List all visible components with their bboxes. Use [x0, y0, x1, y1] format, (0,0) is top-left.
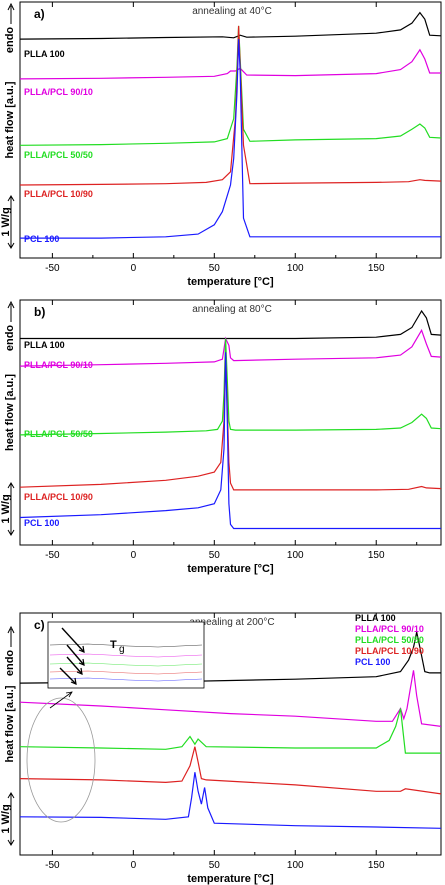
- inset-curve: [49, 643, 203, 648]
- series-label: PLLA 100: [355, 613, 396, 623]
- series-line-plla-pcl-90-10: [20, 48, 441, 80]
- series-line-pcl-100: [20, 39, 441, 239]
- x-tick-label: 100: [287, 860, 304, 871]
- series-line-plla-pcl-50-50: [20, 25, 441, 146]
- tg-arrow-head: [76, 667, 83, 675]
- scale-bar-head-bottom: [7, 529, 15, 536]
- endo-label: endo: [4, 325, 16, 352]
- plot-frame: [19, 612, 442, 856]
- x-tick-label: 0: [131, 263, 137, 274]
- inset-pointer-head: [65, 691, 73, 698]
- x-tick-label: 50: [209, 550, 221, 561]
- x-axis-label: temperature [°C]: [187, 873, 274, 885]
- inset-tg-subscript: g: [119, 644, 125, 655]
- panel-label: a): [34, 7, 45, 21]
- scale-bar-head-top: [7, 195, 15, 202]
- x-tick-label: 50: [209, 860, 221, 871]
- x-tick-label: 0: [131, 550, 137, 561]
- series-line-plla-100: [20, 309, 441, 340]
- panel-title: annealing at 40°C: [192, 6, 272, 17]
- scale-bar-head-bottom: [7, 242, 15, 249]
- x-tick-label: 150: [368, 263, 385, 274]
- scale-label: 1 W/g: [0, 494, 12, 523]
- scale-label: 1 W/g: [0, 207, 12, 236]
- tg-region-ellipse: [26, 697, 96, 823]
- x-tick-label: 50: [209, 263, 221, 274]
- series-label: PLLA 100: [24, 340, 65, 350]
- x-tick-label: 100: [287, 550, 304, 561]
- endo-arrow-head: [7, 2, 15, 11]
- series-label: PLLA 100: [24, 49, 65, 59]
- scale-bar-head-bottom: [7, 839, 15, 846]
- series-line-plla-pcl-10-90: [20, 352, 441, 491]
- x-tick-label: 100: [287, 263, 304, 274]
- panel-title: annealing at 80°C: [192, 304, 272, 315]
- series-label: PCL 100: [24, 234, 59, 244]
- series-label: PCL 100: [355, 657, 390, 667]
- x-axis-label: temperature [°C]: [187, 276, 274, 288]
- series-label: PLLA/PCL 10/90: [24, 492, 93, 502]
- series-label: PLLA/PCL 50/50: [355, 635, 424, 645]
- panel-2: -50 0 50 100 150 temperature [°C] heat flow [a…: [0, 299, 442, 575]
- scale-bar-head-top: [7, 792, 15, 799]
- series-label: PLLA/PCL 90/10: [355, 624, 424, 634]
- x-tick-label: 150: [368, 860, 385, 871]
- panel-label: b): [34, 305, 45, 319]
- tg-arrow-head: [78, 658, 85, 666]
- x-axis-label: temperature [°C]: [187, 563, 274, 575]
- y-axis-label: heat flow [a.u.]: [4, 685, 16, 762]
- tg-arrow: [59, 667, 77, 685]
- series-line-plla-pcl-90-10: [20, 328, 441, 367]
- tg-arrow: [66, 656, 83, 675]
- panel-3: -50 0 50 100 150 temperature [°C] heat flow [a…: [0, 612, 442, 885]
- endo-label: endo: [4, 650, 16, 677]
- x-tick-label: 150: [368, 550, 385, 561]
- series-line-plla-pcl-50-50: [20, 338, 441, 436]
- panel-title: annealing at 200°C: [189, 617, 274, 628]
- plot-frame: [19, 299, 442, 546]
- x-tick-label: -50: [45, 550, 60, 561]
- series-line-plla-100: [20, 11, 441, 40]
- tg-arrow: [66, 644, 85, 666]
- series-line-plla-pcl-50-50: [20, 708, 441, 754]
- x-tick-label: 0: [131, 860, 137, 871]
- scale-label: 1 W/g: [0, 804, 12, 833]
- series-label: PLLA/PCL 50/50: [24, 429, 93, 439]
- inset-curve: [49, 662, 203, 667]
- y-axis-label: heat flow [a.u.]: [4, 374, 16, 451]
- plot-frame: [19, 1, 442, 259]
- series-label: PLLA/PCL 90/10: [24, 87, 93, 97]
- inset-curve: [49, 670, 203, 675]
- panel-1: -50 0 50 100 150 temperature [°C] heat flow [a…: [0, 1, 442, 288]
- tg-arrow-head: [70, 677, 77, 685]
- series-label: PLLA/PCL 10/90: [355, 646, 424, 656]
- series-line-plla-pcl-10-90: [20, 25, 441, 186]
- scale-bar-head-top: [7, 482, 15, 489]
- tg-arrow-head: [78, 645, 85, 653]
- panel-label: c): [34, 618, 45, 632]
- y-axis-label: heat flow [a.u.]: [4, 81, 16, 158]
- x-tick-label: -50: [45, 263, 60, 274]
- series-line-pcl-100: [20, 352, 441, 530]
- endo-arrow-head: [7, 625, 15, 634]
- endo-label: endo: [4, 27, 16, 54]
- series-line-pcl-100: [20, 772, 441, 829]
- series-label: PCL 100: [24, 518, 59, 528]
- series-line-plla-pcl-10-90: [20, 746, 441, 795]
- series-label: PLLA/PCL 50/50: [24, 150, 93, 160]
- series-label: PLLA/PCL 90/10: [24, 360, 93, 370]
- inset-frame: [47, 621, 205, 689]
- series-label: PLLA/PCL 10/90: [24, 189, 93, 199]
- x-tick-label: -50: [45, 860, 60, 871]
- inset-pointer-arrow: [49, 691, 73, 709]
- endo-arrow-head: [7, 300, 15, 309]
- tg-arrow: [61, 627, 85, 653]
